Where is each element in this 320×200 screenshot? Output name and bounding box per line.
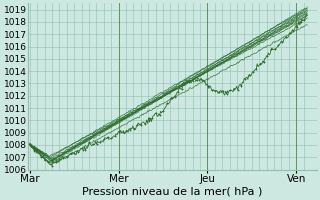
X-axis label: Pression niveau de la mer( hPa ): Pression niveau de la mer( hPa ) (82, 187, 262, 197)
